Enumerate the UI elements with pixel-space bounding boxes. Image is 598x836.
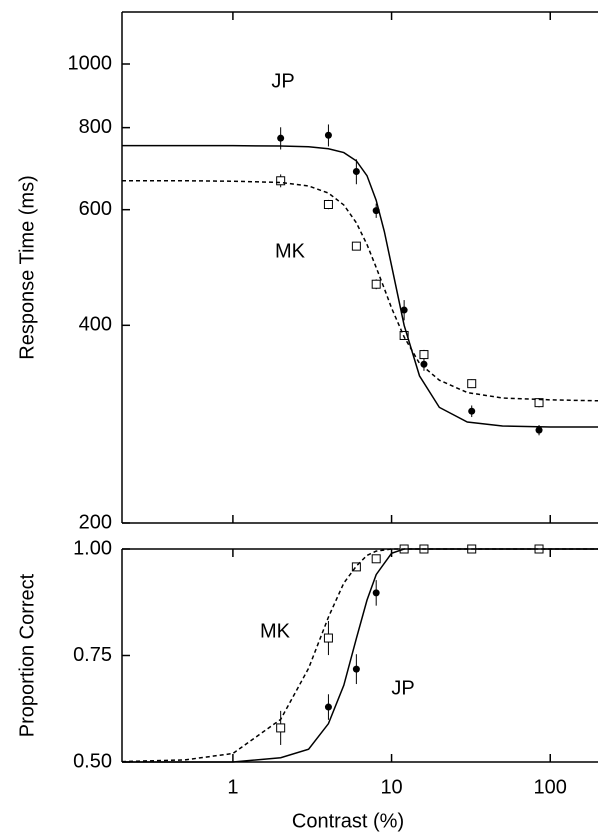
data-point <box>324 703 332 711</box>
fit-curve <box>121 548 598 763</box>
annotation: JP <box>271 70 294 92</box>
data-point <box>351 241 361 251</box>
annotation: MK <box>275 240 306 262</box>
x-axis-label: Contrast (%) <box>292 810 404 832</box>
data-point <box>323 633 333 643</box>
y-tick-label: 1.00 <box>73 537 112 559</box>
x-tick-label: 1 <box>227 776 238 798</box>
data-point <box>352 167 360 175</box>
data-point <box>372 589 380 597</box>
fit-curve <box>122 144 598 428</box>
y-tick-label: 400 <box>79 314 112 336</box>
annotation: MK <box>260 620 291 642</box>
x-tick-label: 100 <box>534 776 567 798</box>
fit-curve <box>122 180 598 402</box>
data-point <box>534 398 544 408</box>
data-point <box>276 176 286 186</box>
y-tick-label: 1000 <box>68 52 113 74</box>
data-point <box>351 562 361 572</box>
data-point <box>535 426 543 434</box>
y-tick-label: 600 <box>79 198 112 220</box>
data-point <box>324 131 332 139</box>
data-point <box>400 306 408 314</box>
fit-curve <box>122 548 598 763</box>
y-tick-label: 0.75 <box>73 644 112 666</box>
annotation: JP <box>391 677 414 699</box>
data-point <box>371 554 381 564</box>
data-point <box>276 723 286 733</box>
y-tick-label: 200 <box>79 511 112 533</box>
data-point <box>419 350 429 360</box>
x-tick-label: 10 <box>380 776 402 798</box>
data-point <box>277 134 285 142</box>
data-point <box>323 200 333 210</box>
y-axis-label: Proportion Correct <box>16 573 38 737</box>
data-point <box>467 379 477 389</box>
data-point <box>468 407 476 415</box>
y-tick-label: 800 <box>79 116 112 138</box>
y-tick-label: 0.50 <box>73 750 112 772</box>
y-axis-label: Response Time (ms) <box>16 175 38 360</box>
data-point <box>371 279 381 289</box>
data-point <box>352 665 360 673</box>
